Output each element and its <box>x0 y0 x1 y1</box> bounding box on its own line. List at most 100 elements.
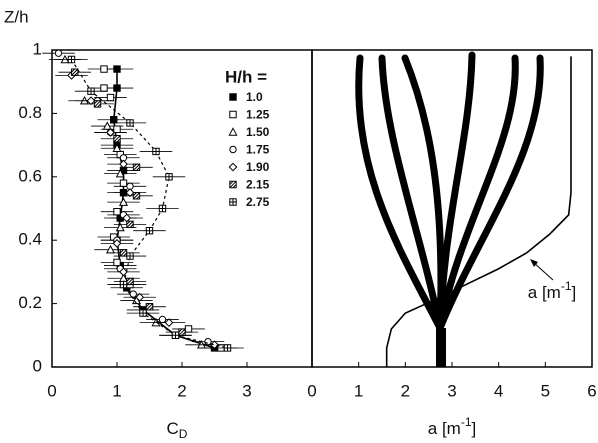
marker <box>100 84 108 92</box>
annotation-arrow <box>532 261 554 281</box>
marker <box>113 207 121 216</box>
legend-marker <box>229 145 237 154</box>
marker <box>178 328 186 336</box>
marker <box>112 143 122 152</box>
marker <box>119 280 128 289</box>
x-axis-label: CD <box>167 419 188 441</box>
leaf <box>355 54 444 332</box>
plant-sketch <box>355 51 544 367</box>
legend-label: 1.25 <box>246 108 270 122</box>
marker <box>210 340 219 350</box>
legend-label: 2.75 <box>246 195 270 209</box>
x-tick-label: 0 <box>47 381 56 400</box>
legend-marker <box>229 180 237 189</box>
y-tick-label: 0.6 <box>18 166 42 185</box>
marker <box>93 100 102 108</box>
label-part: ] <box>472 419 477 438</box>
marker <box>132 163 141 171</box>
marker <box>152 147 160 156</box>
marker <box>164 318 174 328</box>
leaf <box>436 51 476 332</box>
marker <box>135 292 145 302</box>
marker <box>106 128 115 137</box>
marker <box>204 338 212 346</box>
marker <box>126 182 134 190</box>
marker <box>86 96 96 106</box>
legend-entry: 1.75 <box>246 143 270 157</box>
legend-title: H/h = <box>225 67 267 86</box>
marker <box>145 303 154 311</box>
marker <box>115 168 125 178</box>
fit-line <box>70 59 228 349</box>
marker <box>139 309 147 317</box>
marker <box>54 49 63 57</box>
legend-label: 1.0 <box>246 90 263 104</box>
marker <box>171 331 180 339</box>
x-tick-label: 2 <box>177 381 186 400</box>
x-axis-label: a [m-1] <box>428 415 476 438</box>
arrow-head <box>530 259 538 267</box>
y-axis-label: Z/h <box>4 7 29 26</box>
x-tick-label: 3 <box>242 381 251 400</box>
marker <box>87 87 95 95</box>
marker <box>67 55 76 64</box>
legend-entry: 2.75 <box>246 195 270 209</box>
label-part: a [m <box>528 283 561 302</box>
profile-line <box>385 56 572 367</box>
marker <box>113 135 121 143</box>
marker <box>113 125 121 133</box>
legend-label: 1.50 <box>246 125 270 139</box>
leaf <box>378 54 444 332</box>
marker <box>132 192 141 200</box>
x-tick-label: 3 <box>447 381 456 400</box>
legend-entry: 1.25 <box>246 108 270 122</box>
legend-marker <box>229 93 237 101</box>
marker <box>125 188 135 198</box>
legend-marker <box>229 110 237 119</box>
marker <box>126 277 134 286</box>
marker <box>118 197 129 206</box>
marker <box>223 344 232 352</box>
legend-label: 2.15 <box>246 178 270 192</box>
x-tick-label: 1 <box>354 381 363 400</box>
y-tick-label: 0.2 <box>18 293 42 312</box>
marker <box>165 173 173 181</box>
label-part: a [m <box>428 419 461 438</box>
legend-label: 1.90 <box>246 160 270 174</box>
legend-entry: 1.0 <box>246 90 263 104</box>
legend-entry: 1.90 <box>246 160 270 174</box>
stem <box>436 328 446 367</box>
label-part: -1 <box>561 279 572 293</box>
marker <box>158 315 167 324</box>
marker <box>184 325 193 333</box>
legend-marker <box>229 198 237 206</box>
x-tick-label: 5 <box>541 381 550 400</box>
marker <box>126 252 134 260</box>
legend-marker <box>228 127 238 136</box>
x-tick-label: 2 <box>401 381 410 400</box>
marker <box>71 68 79 76</box>
marker <box>119 179 128 187</box>
y-tick-label: 1 <box>33 39 42 58</box>
marker <box>119 267 128 277</box>
marker <box>110 116 118 124</box>
legend-label: 1.75 <box>246 143 270 157</box>
marker <box>145 226 154 235</box>
legend-marker <box>228 162 238 172</box>
y-tick-label: 0 <box>33 356 42 375</box>
marker <box>119 249 128 257</box>
label-part: C <box>167 419 179 438</box>
y-tick-label: 0.8 <box>18 103 42 122</box>
annotation: a [m-1] <box>528 279 576 302</box>
marker <box>102 121 112 130</box>
marker <box>119 159 128 169</box>
x-tick-label: 0 <box>307 381 316 400</box>
marker <box>158 204 167 213</box>
marker <box>129 290 137 298</box>
marker <box>106 93 115 102</box>
y-tick-label: 0.4 <box>18 230 42 249</box>
legend-entry: 1.50 <box>246 125 270 139</box>
leaf <box>401 54 445 332</box>
marker <box>126 220 134 229</box>
